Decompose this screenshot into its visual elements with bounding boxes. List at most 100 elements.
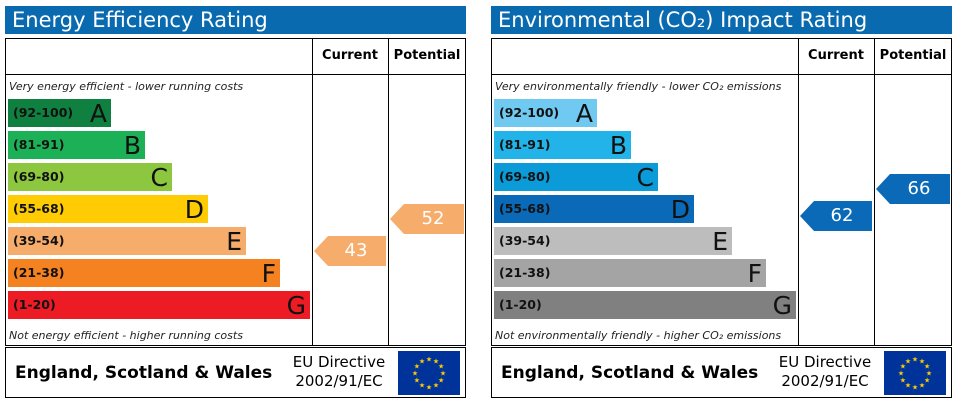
- rating-band-a: (92-100) A: [8, 99, 111, 128]
- band-letter: C: [150, 163, 168, 192]
- rating-band-e: (39-54) E: [8, 227, 246, 256]
- band-letter: F: [261, 259, 276, 288]
- eu-star: ★: [438, 363, 444, 371]
- band-range-label: (39-54): [499, 233, 551, 248]
- potential-rating-arrow-value: 52: [421, 208, 445, 229]
- energy-efficiency-panel: Energy Efficiency Rating Current Potentia…: [5, 6, 466, 398]
- rating-band-f: (21-38) F: [8, 259, 280, 288]
- eu-directive-text: EU Directive 2002/91/EC: [771, 353, 879, 391]
- rating-band-d: (55-68) D: [494, 195, 694, 224]
- eu-star: ★: [419, 357, 425, 365]
- rating-band-f: (21-38) F: [494, 259, 766, 288]
- eu-star: ★: [912, 384, 918, 392]
- eu-star: ★: [419, 382, 425, 390]
- eu-star: ★: [905, 382, 911, 390]
- current-rating-arrow-fill: [800, 201, 872, 231]
- top-note: Very energy efficient - lower running co…: [9, 80, 244, 93]
- band-range-label: (55-68): [13, 201, 65, 216]
- band-letter: B: [123, 131, 141, 160]
- band-range-label: (69-80): [499, 169, 551, 184]
- rating-band-b: (81-91) B: [494, 131, 631, 160]
- eu-star: ★: [426, 384, 432, 392]
- eu-stars: ★ ★★★★★★★★★★★: [898, 356, 932, 392]
- current-rating-arrow: 43: [314, 236, 386, 266]
- band-range-label: (92-100): [499, 105, 560, 120]
- current-rating-arrow-value: 43: [344, 240, 368, 261]
- potential-rating-arrow-fill: [390, 204, 464, 234]
- eu-star: ★: [919, 357, 925, 365]
- potential-column-header: Potential: [879, 48, 947, 63]
- eu-star: ★: [926, 370, 932, 378]
- footer-frame: [5, 347, 466, 398]
- band-range-label: (69-80): [13, 169, 65, 184]
- eu-star: ★: [912, 356, 918, 364]
- eu-star: ★: [898, 370, 904, 378]
- band-range-label: (21-38): [13, 265, 65, 280]
- band-letter: A: [89, 99, 107, 128]
- eu-directive-line2: 2002/91/EC: [781, 372, 869, 390]
- current-rating-arrow-fill: [314, 236, 386, 266]
- potential-rating-arrow-value: 66: [907, 178, 931, 199]
- current-rating-arrow-value: 62: [830, 205, 854, 226]
- band-letter: C: [636, 163, 654, 192]
- potential-rating-arrow-fill: [876, 174, 950, 204]
- eu-star: ★: [900, 377, 906, 385]
- eu-star: ★: [905, 357, 911, 365]
- band-letter: E: [712, 227, 728, 256]
- footer-region-label: England, Scotland & Wales: [15, 363, 273, 383]
- rating-band-d: (55-68) D: [8, 195, 208, 224]
- eu-star: ★: [412, 370, 418, 378]
- rating-band-g: (1-20) G: [494, 291, 796, 320]
- potential-rating-arrow-shape: [876, 174, 950, 204]
- eu-directive-line2: 2002/91/EC: [295, 372, 383, 390]
- band-letter: G: [286, 291, 306, 320]
- chart-frame: [491, 38, 952, 346]
- eu-star: ★: [900, 363, 906, 371]
- eu-directive-line1: EU Directive: [778, 353, 872, 371]
- column-divider: [388, 38, 389, 346]
- rating-band-e: (39-54) E: [494, 227, 732, 256]
- current-rating-arrow-shape: [800, 201, 872, 231]
- band-letter: A: [575, 99, 593, 128]
- rating-band-c: (69-80) C: [494, 163, 658, 192]
- current-column-header: Current: [808, 48, 864, 63]
- eu-star: ★: [433, 382, 439, 390]
- eu-star: ★: [433, 357, 439, 365]
- chart-title: Energy Efficiency Rating: [5, 6, 466, 34]
- potential-rating-arrow-shape: [390, 204, 464, 234]
- eu-star: ★: [919, 382, 925, 390]
- current-rating-arrow-shape: [314, 236, 386, 266]
- current-column-header: Current: [322, 48, 378, 63]
- eu-stars: ★ ★★★★★★★★★★★: [412, 356, 446, 392]
- chart-title: Environmental (CO₂) Impact Rating: [491, 6, 952, 34]
- top-note: Very environmentally friendly - lower CO…: [495, 80, 782, 93]
- header-divider: [491, 74, 952, 75]
- current-rating-arrow: 62: [800, 201, 872, 231]
- potential-rating-arrow: 66: [876, 174, 950, 204]
- band-letter: F: [747, 259, 762, 288]
- rating-band-b: (81-91) B: [8, 131, 145, 160]
- eu-directive-text: EU Directive 2002/91/EC: [285, 353, 393, 391]
- band-range-label: (81-91): [13, 137, 65, 152]
- potential-rating-arrow: 52: [390, 204, 464, 234]
- band-letter: E: [226, 227, 242, 256]
- header-divider: [5, 74, 466, 75]
- potential-column-header: Potential: [393, 48, 461, 63]
- eu-star: ★: [414, 377, 420, 385]
- footer-region-label: England, Scotland & Wales: [501, 363, 759, 383]
- eu-star: ★: [438, 377, 444, 385]
- eu-flag-icon: ★ ★ ★ ★ ★ ★ ★ ★ ★ ★ ★ ★: [398, 351, 460, 395]
- eu-star: ★: [924, 363, 930, 371]
- column-divider: [798, 38, 799, 346]
- bottom-note: Not environmentally friendly - higher CO…: [495, 329, 782, 342]
- eu-star: ★: [414, 363, 420, 371]
- eu-star: ★: [440, 370, 446, 378]
- band-letter: D: [184, 195, 204, 224]
- eu-flag-icon: ★ ★ ★ ★ ★ ★ ★ ★ ★ ★ ★ ★: [884, 351, 946, 395]
- rating-band-a: (92-100) A: [494, 99, 597, 128]
- rating-band-c: (69-80) C: [8, 163, 172, 192]
- band-range-label: (92-100): [13, 105, 74, 120]
- band-letter: B: [609, 131, 627, 160]
- rating-band-g: (1-20) G: [8, 291, 310, 320]
- footer-frame: [491, 347, 952, 398]
